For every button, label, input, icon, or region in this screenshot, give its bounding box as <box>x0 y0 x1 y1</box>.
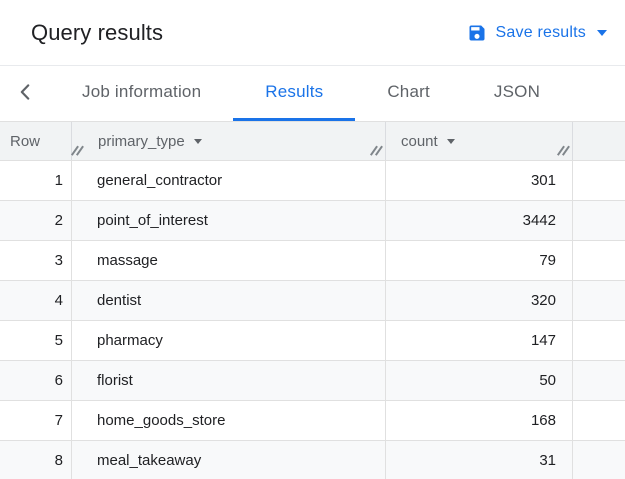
page-title: Query results <box>31 19 164 45</box>
primary-type-cell[interactable]: massage <box>72 241 386 280</box>
row-number-cell: 4 <box>0 281 72 320</box>
primary-type-cell[interactable]: general_contractor <box>72 161 386 200</box>
table-row: 1 general_contractor 301 <box>0 161 625 201</box>
count-cell[interactable]: 31 <box>386 441 573 479</box>
table-row: 4 dentist 320 <box>0 281 625 321</box>
row-number-cell: 7 <box>0 401 72 440</box>
primary-type-cell[interactable]: florist <box>72 361 386 400</box>
column-header-filler <box>573 122 625 160</box>
primary-type-cell[interactable]: dentist <box>72 281 386 320</box>
row-number-cell: 5 <box>0 321 72 360</box>
results-table: Row primary_type count 1 general_contrac… <box>0 121 625 479</box>
filler-cell <box>573 361 625 400</box>
tab-chart[interactable]: Chart <box>387 82 430 101</box>
tab-job-information[interactable]: Job information <box>82 82 202 101</box>
count-cell[interactable]: 147 <box>386 321 573 360</box>
count-cell[interactable]: 79 <box>386 241 573 280</box>
primary-type-cell[interactable]: home_goods_store <box>72 401 386 440</box>
column-resize-icon[interactable] <box>556 145 570 157</box>
count-cell[interactable]: 301 <box>386 161 573 200</box>
column-header-row[interactable]: Row <box>0 122 84 160</box>
row-number-cell: 2 <box>0 201 72 240</box>
filler-cell <box>573 161 625 200</box>
count-cell[interactable]: 168 <box>386 401 573 440</box>
filler-cell <box>573 281 625 320</box>
column-header-primary-type[interactable]: primary_type <box>72 122 386 160</box>
primary-type-cell[interactable]: pharmacy <box>72 321 386 360</box>
table-row: 8 meal_takeaway 31 <box>0 441 625 479</box>
tab-bar: Job information Results Chart JSON <box>0 66 625 121</box>
primary-type-cell[interactable]: point_of_interest <box>72 201 386 240</box>
sort-caret-icon[interactable] <box>193 138 202 144</box>
filler-cell <box>573 241 625 280</box>
column-resize-icon[interactable] <box>369 145 383 157</box>
table-row: 7 home_goods_store 168 <box>0 401 625 441</box>
save-icon <box>467 23 487 43</box>
filler-cell <box>573 321 625 360</box>
count-cell[interactable]: 3442 <box>386 201 573 240</box>
save-results-button[interactable]: Save results <box>459 17 615 49</box>
filler-cell <box>573 441 625 479</box>
tab-json[interactable]: JSON <box>493 82 541 101</box>
table-row: 6 florist 50 <box>0 361 625 401</box>
table-header-row: Row primary_type count <box>0 121 625 161</box>
table-row: 3 massage 79 <box>0 241 625 281</box>
panel-header: Query results Save results <box>0 0 625 66</box>
row-number-cell: 6 <box>0 361 72 400</box>
column-header-count[interactable]: count <box>386 122 573 160</box>
row-number-cell: 1 <box>0 161 72 200</box>
row-number-cell: 8 <box>0 441 72 479</box>
column-header-label: primary_type <box>98 132 185 150</box>
filler-cell <box>573 401 625 440</box>
chevron-left-icon <box>19 84 30 103</box>
column-header-label: count <box>401 132 438 150</box>
save-results-label: Save results <box>495 23 586 41</box>
column-resize-icon[interactable] <box>70 145 84 157</box>
sort-caret-icon[interactable] <box>446 138 455 144</box>
row-number-cell: 3 <box>0 241 72 280</box>
back-chevron-button[interactable] <box>8 66 40 121</box>
filler-cell <box>573 201 625 240</box>
tab-results[interactable]: Results <box>233 66 356 121</box>
table-row: 2 point_of_interest 3442 <box>0 201 625 241</box>
table-row: 5 pharmacy 147 <box>0 321 625 361</box>
caret-down-icon <box>597 29 607 36</box>
count-cell[interactable]: 320 <box>386 281 573 320</box>
primary-type-cell[interactable]: meal_takeaway <box>72 441 386 479</box>
count-cell[interactable]: 50 <box>386 361 573 400</box>
column-header-label: Row <box>10 132 41 150</box>
